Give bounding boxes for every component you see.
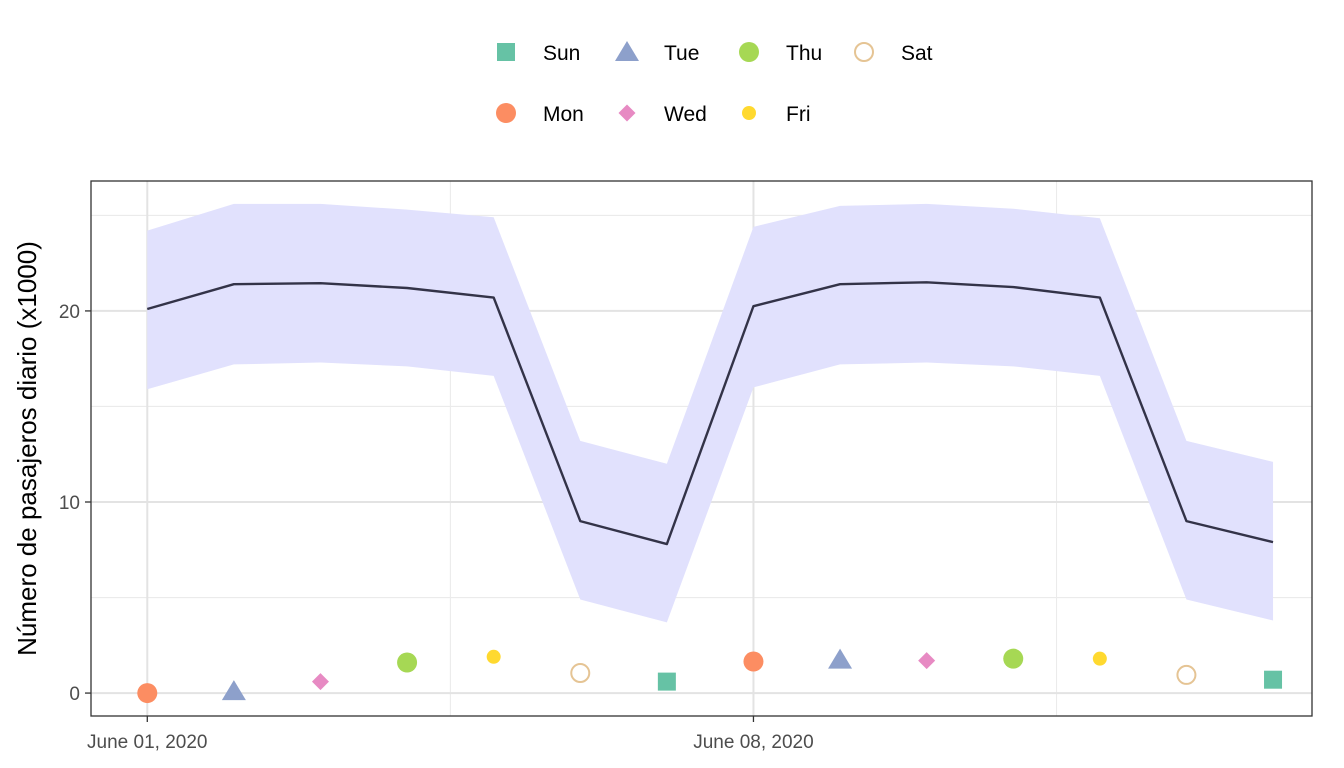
y-axis: 0 10 20 [59,302,91,705]
legend-key-sun [497,43,515,61]
data-point-wed [311,673,329,691]
forecast-line [146,281,1274,546]
plot-border [90,180,1313,717]
y-tick-label: 10 [59,493,80,514]
confidence-band-area [147,203,1274,623]
y-axis-title: Número de pasajeros diario (x1000) [12,241,42,656]
data-point-thu [397,652,418,673]
legend-label: Tue [664,42,699,65]
legend-item-tue: Tue [615,41,699,65]
legend-label: Wed [664,103,707,126]
legend-label: Thu [786,42,822,65]
x-tick-label: June 08, 2020 [693,732,813,753]
legend-label: Sat [901,42,933,65]
data-point-sun [657,672,676,691]
x-axis: June 01, 2020 June 08, 2020 [87,716,814,753]
data-point-mon [137,683,158,704]
data-point-sat [570,663,591,684]
legend-key-thu [739,42,759,62]
legend-item-sat: Sat [854,42,933,65]
legend-key-sat [854,42,874,62]
forecast-series-line [146,281,1274,546]
data-point-wed [918,652,936,670]
legend-key-tue [615,41,639,61]
data-point-thu [1003,648,1024,669]
legend-key-mon [496,103,516,123]
data-point-sat [1176,664,1197,685]
data-point-mon [743,651,764,672]
legend-item-wed: Wed [618,103,707,126]
x-tick-label: June 01, 2020 [87,732,207,753]
observed-points [137,648,1283,704]
y-tick-label: 0 [69,684,80,705]
data-point-fri [486,649,501,664]
data-point-fri [1092,651,1107,666]
legend: Sun Tue Thu Sat Mon Wed Fri [496,41,933,126]
legend-item-thu: Thu [739,42,822,65]
legend-item-mon: Mon [496,103,584,126]
legend-key-fri [742,106,756,120]
legend-label: Mon [543,103,584,126]
legend-key-wed [618,104,636,122]
confidence-band [147,203,1274,623]
legend-label: Fri [786,103,811,126]
data-point-tue [221,680,246,701]
legend-label: Sun [543,42,580,65]
legend-item-sun: Sun [497,42,580,65]
data-point-tue [828,648,853,669]
data-point-sun [1264,670,1283,689]
y-tick-label: 20 [59,302,80,323]
legend-item-fri: Fri [742,103,811,126]
